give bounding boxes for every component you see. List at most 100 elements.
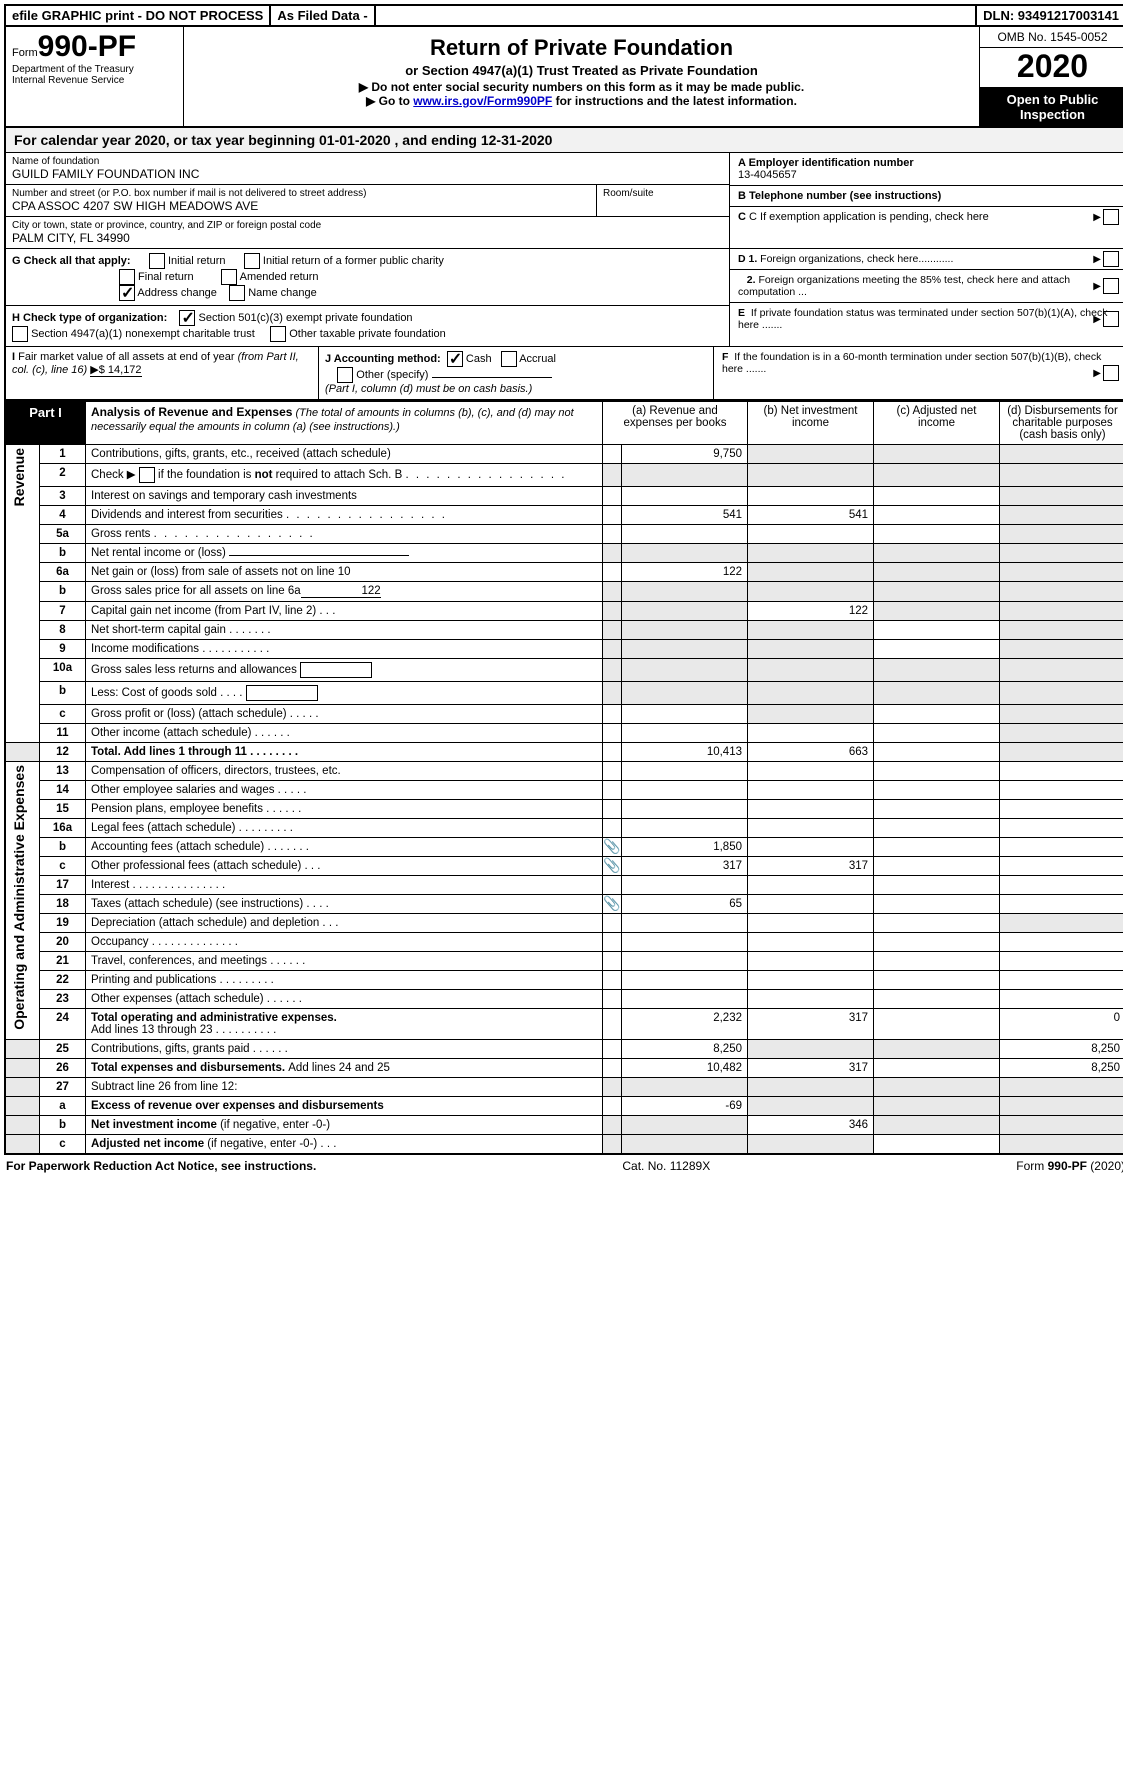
name-label: Name of foundation	[12, 156, 723, 167]
r4-num: 4	[40, 506, 86, 525]
j-cell: J Accounting method: Cash Accrual Other …	[319, 347, 714, 399]
r7-desc: Capital gain net income (from Part IV, l…	[86, 602, 603, 621]
d2-row: 2. Foreign organizations meeting the 85%…	[730, 270, 1123, 303]
part1-header-row: Part I Analysis of Revenue and Expenses …	[5, 402, 1123, 445]
open-inspection: Open to Public Inspection	[980, 88, 1123, 126]
d1-row: D 1. Foreign organizations, check here..…	[730, 249, 1123, 270]
row-17: 17Interest . . . . . . . . . . . . . . .	[5, 876, 1123, 895]
r20-num: 20	[40, 933, 86, 952]
g-initial-former-checkbox[interactable]	[244, 253, 260, 269]
options-block: G Check all that apply: Initial return I…	[4, 249, 1123, 346]
irs-link[interactable]: www.irs.gov/Form990PF	[413, 94, 552, 108]
g-address-checkbox[interactable]	[119, 285, 135, 301]
r15-num: 15	[40, 800, 86, 819]
e-checkbox[interactable]	[1103, 311, 1119, 327]
g-name-checkbox[interactable]	[229, 285, 245, 301]
h-4947-checkbox[interactable]	[12, 326, 28, 342]
footer-right: Form 990-PF (2020)	[1016, 1159, 1123, 1173]
r6b-desc: Gross sales price for all assets on line…	[86, 582, 603, 602]
row-3: 3Interest on savings and temporary cash …	[5, 487, 1123, 506]
i-cell: I Fair market value of all assets at end…	[6, 347, 319, 399]
form-number: Form990-PF	[12, 30, 177, 64]
row-16b: bAccounting fees (attach schedule) . . .…	[5, 838, 1123, 857]
h-o1: Section 501(c)(3) exempt private foundat…	[199, 312, 413, 324]
header-center: Return of Private Foundation or Section …	[184, 27, 979, 126]
r20-desc: Occupancy . . . . . . . . . . . . . .	[86, 933, 603, 952]
clip-icon[interactable]: 📎	[603, 895, 620, 911]
row-20: 20Occupancy . . . . . . . . . . . . . .	[5, 933, 1123, 952]
revenue-label: Revenue	[11, 448, 27, 506]
r12-a: 10,413	[622, 743, 748, 762]
r10c-desc: Gross profit or (loss) (attach schedule)…	[86, 705, 603, 724]
efile-label: efile GRAPHIC print - DO NOT PROCESS	[6, 6, 271, 25]
r27a-desc: Excess of revenue over expenses and disb…	[86, 1097, 603, 1116]
r25-desc: Contributions, gifts, grants paid . . . …	[86, 1040, 603, 1059]
r5a-desc: Gross rents	[86, 525, 603, 544]
name-value: GUILD FAMILY FOUNDATION INC	[12, 167, 723, 181]
h-other-checkbox[interactable]	[270, 326, 286, 342]
form-prefix: Form	[12, 47, 38, 59]
r2-checkbox[interactable]	[139, 467, 155, 483]
r12-num: 12	[40, 743, 86, 762]
r22-desc: Printing and publications . . . . . . . …	[86, 971, 603, 990]
r1-a: 9,750	[622, 445, 748, 464]
c-checkbox[interactable]	[1103, 209, 1119, 225]
asfiled-label: As Filed Data -	[271, 6, 375, 25]
r5a-num: 5a	[40, 525, 86, 544]
r10b-num: b	[40, 682, 86, 705]
ein-row: A Employer identification number 13-4045…	[730, 153, 1123, 186]
row-24: 24Total operating and administrative exp…	[5, 1009, 1123, 1040]
dept-label: Department of the Treasury	[12, 64, 177, 75]
r26-d: 8,250	[1000, 1059, 1123, 1078]
r17-num: 17	[40, 876, 86, 895]
r16b-num: b	[40, 838, 86, 857]
d2-checkbox[interactable]	[1103, 278, 1119, 294]
r6a-a: 122	[622, 563, 748, 582]
r2-num: 2	[40, 464, 86, 487]
g-amended-checkbox[interactable]	[221, 269, 237, 285]
r27b-desc: Net investment income (if negative, ente…	[86, 1116, 603, 1135]
row-9: 9Income modifications . . . . . . . . . …	[5, 640, 1123, 659]
r15-desc: Pension plans, employee benefits . . . .…	[86, 800, 603, 819]
r6a-num: 6a	[40, 563, 86, 582]
room-label: Room/suite	[603, 188, 723, 199]
f-checkbox[interactable]	[1103, 365, 1119, 381]
g-o3: Final return	[138, 271, 194, 283]
g-o4: Amended return	[240, 271, 319, 283]
h-o2: Section 4947(a)(1) nonexempt charitable …	[31, 328, 255, 340]
h-501c3-checkbox[interactable]	[179, 310, 195, 326]
r23-desc: Other expenses (attach schedule) . . . .…	[86, 990, 603, 1009]
row-5a: 5aGross rents	[5, 525, 1123, 544]
exemption-row: C C If exemption application is pending,…	[730, 207, 1123, 227]
row-6b: bGross sales price for all assets on lin…	[5, 582, 1123, 602]
j-accrual-checkbox[interactable]	[501, 351, 517, 367]
r9-num: 9	[40, 640, 86, 659]
r6b-inline: 122	[301, 585, 381, 598]
row-13: Operating and Administrative Expenses 13…	[5, 762, 1123, 781]
r26-desc: Total expenses and disbursements. Add li…	[86, 1059, 603, 1078]
row-12: 12Total. Add lines 1 through 11 . . . . …	[5, 743, 1123, 762]
r13-num: 13	[40, 762, 86, 781]
city-value: PALM CITY, FL 34990	[12, 231, 723, 245]
j-note: (Part I, column (d) must be on cash basi…	[325, 383, 532, 395]
row-22: 22Printing and publications . . . . . . …	[5, 971, 1123, 990]
de-right: D 1. Foreign organizations, check here..…	[730, 249, 1123, 346]
d1-checkbox[interactable]	[1103, 251, 1119, 267]
r17-desc: Interest . . . . . . . . . . . . . . .	[86, 876, 603, 895]
name-row: Name of foundation GUILD FAMILY FOUNDATI…	[6, 153, 729, 185]
clip-icon[interactable]: 📎	[603, 857, 620, 873]
r1-desc: Contributions, gifts, grants, etc., rece…	[86, 445, 603, 464]
gh-left: G Check all that apply: Initial return I…	[6, 249, 730, 346]
r16b-desc: Accounting fees (attach schedule) . . . …	[86, 838, 603, 857]
g-initial-checkbox[interactable]	[149, 253, 165, 269]
j-other-checkbox[interactable]	[337, 367, 353, 383]
clip-icon[interactable]: 📎	[603, 838, 620, 854]
r24-d: 0	[1000, 1009, 1123, 1040]
g-row: G Check all that apply: Initial return I…	[6, 249, 729, 306]
r24-a: 2,232	[622, 1009, 748, 1040]
r16b-a: 1,850	[622, 838, 748, 857]
j-cash-checkbox[interactable]	[447, 351, 463, 367]
r8-desc: Net short-term capital gain . . . . . . …	[86, 621, 603, 640]
entity-block: Name of foundation GUILD FAMILY FOUNDATI…	[4, 153, 1123, 249]
r18-desc: Taxes (attach schedule) (see instruction…	[86, 895, 603, 914]
